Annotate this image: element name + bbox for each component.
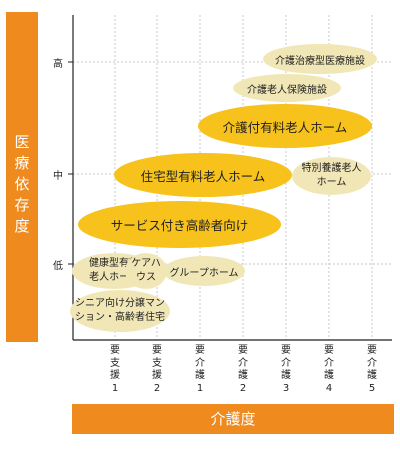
- x-tick-kaigo-1: 要 介 護 1: [195, 345, 205, 394]
- oval-senior-housing: シニア向け分譲マン ション・高齢者住宅: [70, 290, 170, 332]
- y-tick-low: 低: [53, 261, 63, 272]
- x-axis-title: 介護度: [210, 410, 256, 428]
- x-tick-kaigo-3: 要 介 護 3: [281, 345, 291, 394]
- y-axis-title: 医 療 依 存 度: [14, 133, 30, 235]
- oval-tokuyo: 特別養護老人 ホーム: [292, 157, 371, 195]
- y-tick-high: 高: [53, 59, 63, 70]
- x-axis-title-bar: 介護度: [72, 404, 394, 434]
- oval-kaigo-ryoyo: 介護治療型医療施設: [263, 44, 377, 74]
- x-tick-kaigo-4: 要 介 護 4: [324, 345, 334, 394]
- oval-jutaku-yuryo: 住宅型有料老人ホーム: [114, 153, 292, 197]
- y-tick-mid: 中: [53, 171, 63, 182]
- x-tick-shien-1: 要 支 援 1: [110, 345, 120, 394]
- x-tick-kaigo-2: 要 介 護 2: [238, 345, 248, 394]
- oval-care-house: ケアハ ウス: [125, 253, 167, 289]
- oval-group-home: グループホーム: [163, 256, 245, 286]
- oval-sakoju: サービス付き高齢者向け: [78, 201, 281, 248]
- oval-roken: 介護老人保険施設: [233, 74, 341, 102]
- y-axis-title-bar: 医 療 依 存 度: [6, 12, 38, 342]
- x-tick-kaigo-5: 要 介 護 5: [367, 345, 377, 394]
- x-tick-shien-2: 要 支 援 2: [152, 345, 162, 394]
- oval-kaigo-yuryo: 介護付有料老人ホーム: [198, 104, 372, 148]
